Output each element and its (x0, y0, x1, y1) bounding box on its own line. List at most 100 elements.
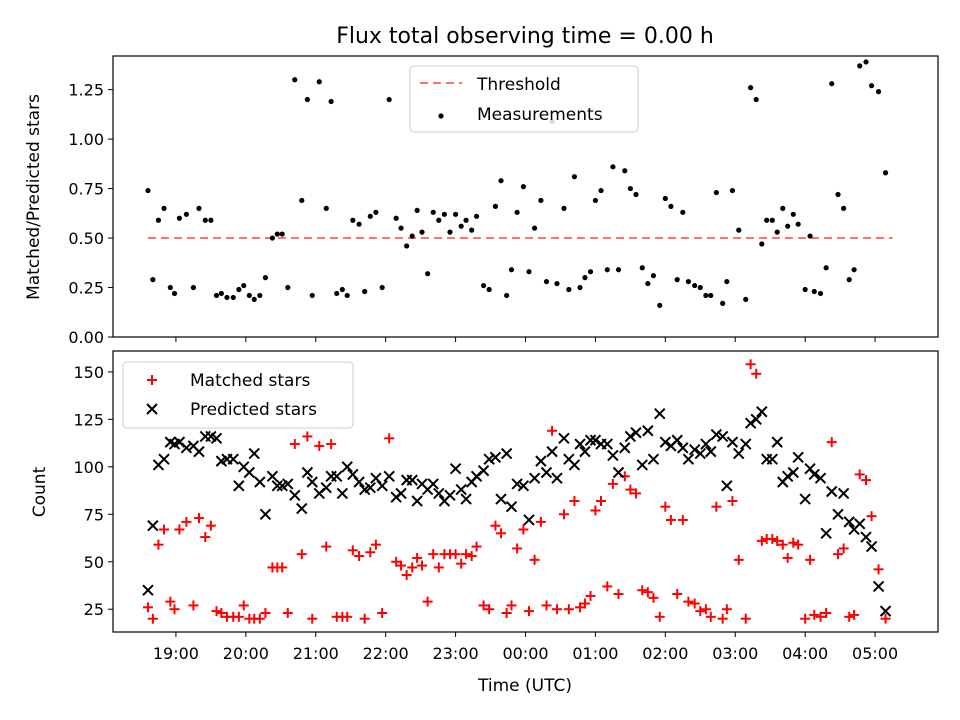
predicted-star-point (612, 466, 625, 479)
measurement-point (639, 265, 645, 271)
predicted-star-point (433, 487, 445, 500)
x-ticks-ratio (175, 337, 876, 342)
matched-star-point (484, 604, 495, 615)
count-xtick-label: 20:00 (223, 644, 269, 663)
count-xtick-label: 00:00 (502, 644, 548, 663)
measurement-point (386, 96, 392, 103)
ratio-panel: Flux total observing time = 0.00 h Match… (24, 24, 939, 347)
measurement-point (269, 235, 276, 241)
matched-star-point (523, 606, 534, 617)
measurement-point (202, 217, 208, 223)
measurement-point (538, 197, 544, 204)
measurement-point (241, 282, 247, 289)
predicted-star-point (799, 493, 811, 505)
matched-star-point (805, 554, 816, 565)
measurement-point (167, 284, 173, 291)
matched-star-point (541, 600, 552, 611)
matched-star-point (782, 552, 793, 563)
matched-star-point (478, 600, 489, 611)
predicted-star-point (642, 425, 654, 437)
predicted-star-point (700, 438, 712, 450)
matched-star-point (733, 554, 744, 565)
x-axis-label: Time (UTC) (477, 676, 572, 696)
predicted-star-point (872, 580, 885, 593)
measurement-point (447, 229, 453, 235)
measurement-point (668, 203, 674, 209)
predicted-star-point (607, 449, 619, 462)
measurement-point (863, 59, 869, 65)
predicted-star-point (243, 466, 256, 479)
matched-star-point (654, 611, 665, 622)
matched-star-point (705, 611, 716, 622)
predicted-star-point (233, 480, 245, 492)
count-xtick-label: 22:00 (363, 644, 409, 663)
measurement-point (452, 211, 459, 217)
measurement-point (257, 292, 263, 299)
measurement-point (334, 290, 340, 297)
matched-star-point (772, 535, 783, 546)
matched-star-point (433, 562, 444, 573)
matched-star-point (296, 549, 307, 560)
measurement-point (145, 187, 151, 194)
matched-star-point (401, 570, 412, 581)
matched-star-point (518, 524, 529, 535)
measurement-point (835, 191, 841, 198)
predicted-star-point (364, 481, 376, 494)
count-xtick-label: 23:00 (433, 644, 479, 663)
measurement-point (183, 211, 190, 217)
predicted-star-point (705, 445, 717, 458)
matched-star-point (321, 541, 332, 552)
predicted-star-point (449, 463, 462, 475)
measurement-point (526, 269, 532, 275)
predicted-star-point (546, 445, 558, 458)
predicted-star-point (860, 531, 872, 543)
matched-star-point (677, 514, 688, 525)
measurement-point (292, 77, 298, 83)
measurement-point (299, 197, 305, 204)
measurement-point (823, 265, 829, 271)
measurement-point (350, 217, 356, 223)
measurement-point (753, 96, 759, 103)
matched-star-point (815, 611, 826, 622)
predicted-star-point (558, 432, 570, 445)
predicted-star-point (254, 476, 266, 488)
predicted-star-point (733, 447, 745, 460)
measurement-point (251, 296, 257, 303)
predicted-star-point (601, 438, 614, 450)
matched-star-point (854, 469, 865, 480)
ratio-ytick-label: 0.00 (68, 328, 104, 347)
count-ytick-label: 25 (84, 600, 104, 619)
predicted-star-point (376, 480, 388, 492)
matched-star-point (727, 495, 738, 506)
predicted-star-point (865, 540, 878, 553)
measurement-point (875, 89, 882, 95)
matched-star-point (412, 552, 423, 563)
matched-star-point (551, 604, 562, 615)
predicted-star-point (180, 442, 193, 454)
measurement-point (344, 292, 350, 299)
y-ticks-ratio: 0.00 0.25 0.50 0.75 1.00 1.25 (68, 81, 113, 347)
predicted-star-point (528, 472, 541, 484)
matched-star-point (307, 613, 318, 624)
measurement-point (196, 205, 202, 211)
matched-star-point (607, 478, 618, 489)
matched-star-point (254, 613, 265, 624)
measurement-point (176, 215, 183, 221)
matched-star-point (767, 533, 778, 544)
matched-star-point (181, 516, 192, 527)
matched-star-point (384, 433, 395, 444)
matched-star-point (165, 596, 176, 607)
count-xtick-label: 21:00 (293, 644, 339, 663)
matched-star-point (200, 532, 211, 543)
y-axis-label-ratio: Matched/Predicted stars (24, 94, 44, 300)
measurement-point (463, 217, 469, 223)
measurement-point (213, 292, 220, 299)
predicted-star-point (411, 495, 423, 507)
measurement-point (633, 191, 639, 198)
matched-star-point (547, 425, 558, 436)
predicted-star-point (489, 451, 502, 464)
matched-star-point (153, 539, 164, 550)
matched-star-point (630, 488, 641, 499)
measurement-point (393, 215, 399, 221)
